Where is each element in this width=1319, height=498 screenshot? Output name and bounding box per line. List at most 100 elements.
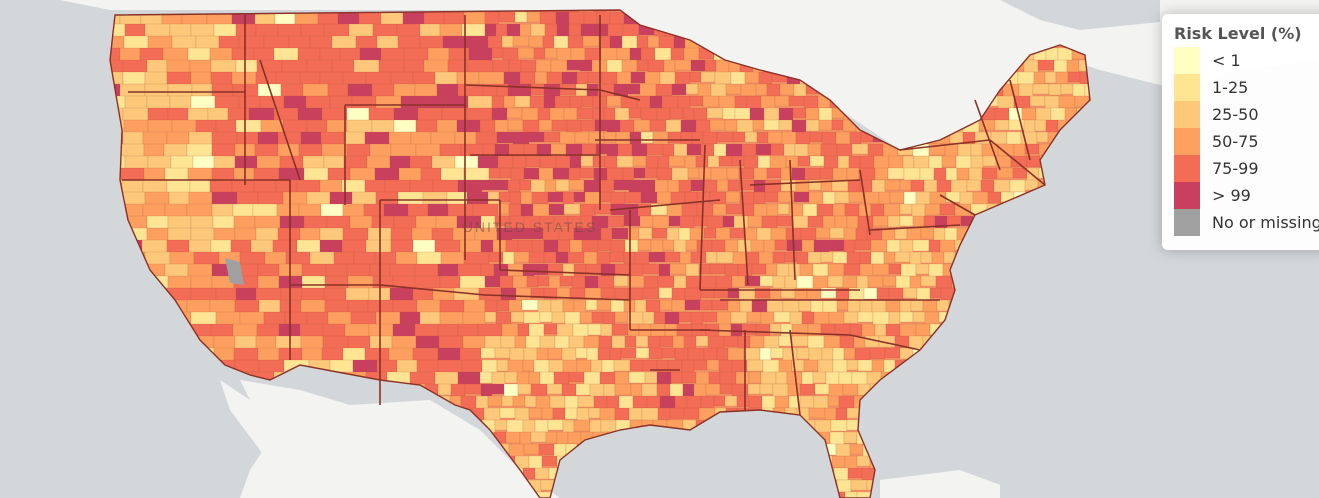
county-cell: [781, 131, 797, 146]
county-cell: [576, 107, 594, 120]
county-cell: [814, 383, 830, 395]
county-cell: [598, 335, 613, 350]
county-cell: [746, 359, 764, 372]
legend-item-75-99: 75-99: [1174, 155, 1319, 182]
county-cell: [734, 95, 748, 109]
county-cell: [556, 323, 574, 338]
county-cell: [767, 131, 783, 144]
county-cell: [959, 191, 974, 206]
legend-swatch: [1174, 128, 1200, 155]
county-cell: [913, 155, 930, 170]
county-cell: [706, 107, 724, 119]
county-cell: [536, 347, 549, 361]
legend-label: 75-99: [1212, 159, 1259, 178]
county-cell: [496, 299, 510, 312]
county-cell: [832, 251, 848, 264]
county-cell: [487, 191, 500, 206]
county-cell: [494, 347, 511, 359]
county-cell: [939, 239, 956, 254]
county-cell: [570, 47, 586, 62]
county-cell: [899, 311, 914, 323]
county-cell: [928, 155, 943, 170]
county-cell: [859, 263, 874, 277]
state-border-line: [859, 169, 871, 236]
county-cell: [638, 227, 653, 240]
county-cell: [815, 227, 831, 239]
county-cell: [522, 119, 540, 134]
county-cell: [1009, 179, 1026, 193]
county-cell: [613, 359, 631, 372]
county-cell: [784, 251, 798, 263]
county-cell: [568, 371, 585, 383]
county-cell: [562, 191, 575, 206]
county-cell: [484, 275, 501, 288]
county-cell: [628, 407, 643, 421]
county-cell: [488, 167, 501, 179]
county-cell: [547, 419, 564, 431]
county-cell: [677, 95, 691, 110]
county-cell: [526, 11, 541, 23]
county-cell: [632, 155, 647, 167]
county-cell: [487, 395, 503, 407]
county-cell: [600, 419, 617, 433]
county-cell: [950, 179, 968, 194]
county-cell: [808, 407, 826, 419]
county-cell: [699, 275, 717, 290]
county-cell: [591, 311, 604, 324]
state-border-line: [849, 334, 921, 351]
county-cell: [843, 263, 861, 276]
state-border-line: [869, 224, 961, 231]
county-cell: [539, 155, 557, 169]
county-cell: [523, 443, 540, 455]
county-cell: [857, 215, 874, 230]
county-cell: [766, 299, 784, 313]
county-cell: [636, 59, 649, 72]
county-cell: [748, 371, 762, 384]
county-cell: [712, 203, 727, 216]
county-cell: [757, 155, 771, 169]
county-cell: [802, 203, 818, 218]
county-cell: [517, 47, 535, 59]
county-cell: [649, 119, 667, 132]
county-cell: [884, 347, 901, 359]
county-cell: [770, 227, 787, 241]
county-cell: [528, 455, 543, 470]
county-cell: [923, 215, 936, 227]
county-cell: [671, 167, 689, 182]
county-cell: [669, 407, 685, 420]
county-cell: [695, 119, 711, 134]
county-cell: [685, 275, 701, 290]
county-cell: [579, 311, 593, 324]
county-cell: [696, 239, 713, 254]
county-cell: [822, 191, 836, 205]
county-cell: [561, 71, 578, 85]
county-cell: [874, 167, 889, 181]
county-cell: [661, 95, 679, 109]
county-cell: [499, 275, 514, 289]
county-cell: [910, 179, 925, 192]
county-cell: [908, 335, 924, 350]
county-cell: [587, 323, 602, 336]
county-cell: [640, 191, 658, 204]
legend-label: 1-25: [1212, 78, 1249, 97]
county-cell: [654, 47, 672, 61]
county-cell: [956, 167, 970, 181]
county-cell: [642, 287, 660, 300]
county-cell: [710, 83, 727, 98]
county-cell: [530, 431, 547, 443]
county-cell: [928, 263, 944, 278]
county-cell: [695, 155, 709, 168]
county-cell: [822, 299, 838, 314]
county-cell: [503, 383, 519, 398]
county-cell: [706, 215, 724, 230]
county-cell: [849, 131, 862, 145]
state-border-line: [789, 329, 801, 416]
county-cell: [614, 263, 630, 276]
county-cell: [703, 347, 718, 362]
county-cell: [551, 119, 568, 132]
county-cell: [552, 167, 570, 180]
county-cell: [512, 155, 527, 170]
county-cell: [722, 107, 736, 120]
